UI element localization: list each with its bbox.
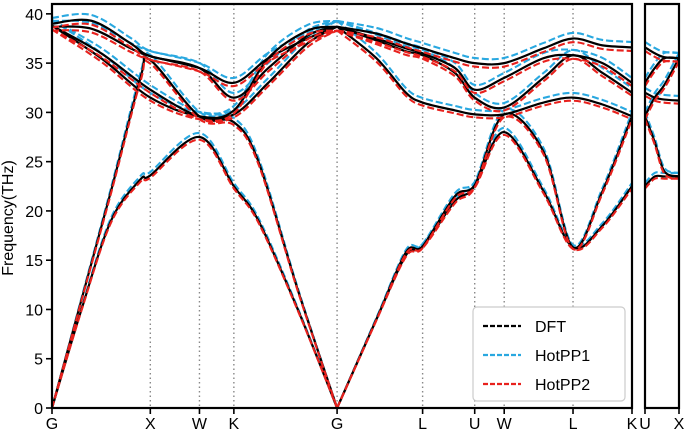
band-line-hotpp2 <box>51 28 338 123</box>
x-tick-label: W <box>192 416 208 432</box>
band-line-hotpp2 <box>50 59 339 409</box>
band-line-hotpp2 <box>336 29 633 69</box>
band-line-hotpp1 <box>644 171 679 184</box>
band-line-hotpp2 <box>644 61 680 120</box>
band-line-hotpp1 <box>336 20 633 113</box>
band-line-dft <box>644 174 679 188</box>
band-line-hotpp1 <box>51 19 338 116</box>
x-tick-label: X <box>145 416 156 432</box>
band-line-dft <box>644 57 680 117</box>
band-line-hotpp1 <box>644 52 680 113</box>
y-tick-label: 35 <box>25 56 43 73</box>
band-line-hotpp2 <box>644 50 680 63</box>
band-line-dft <box>51 18 338 99</box>
x-tick-label: U <box>639 416 651 432</box>
band-line-hotpp2 <box>336 29 633 113</box>
band-line-hotpp1 <box>336 19 633 105</box>
band-line-hotpp1 <box>336 19 633 61</box>
legend-label-dft: DFT <box>535 319 566 336</box>
x-tick-label: U <box>469 416 481 432</box>
band-line-hotpp1 <box>644 87 680 97</box>
band-line-hotpp2 <box>51 22 338 102</box>
band-line-hotpp2 <box>644 94 680 105</box>
axes-frame-right <box>643 2 681 410</box>
x-tick-label: K <box>229 416 240 432</box>
x-tick-label: W <box>497 416 513 432</box>
band-line-hotpp1 <box>51 19 338 80</box>
band-line-dft <box>644 56 680 84</box>
band-line-hotpp1 <box>644 51 680 79</box>
x-tick-label: L <box>418 416 427 432</box>
band-line-dft <box>51 24 338 120</box>
y-tick-label: 0 <box>34 401 43 418</box>
x-tick-label: G <box>331 416 343 432</box>
band-line-dft <box>644 91 680 102</box>
band-line-hotpp1 <box>51 12 338 95</box>
axes-frame-main <box>50 2 634 410</box>
band-line-dft <box>336 25 633 66</box>
y-tick-label: 40 <box>25 7 43 24</box>
x-tick-label: L <box>569 416 578 432</box>
band-line-hotpp2 <box>336 133 633 409</box>
y-tick-label: 5 <box>34 352 43 369</box>
band-line-dft <box>50 135 339 409</box>
frame-layer <box>50 2 681 410</box>
band-line-hotpp1 <box>50 50 339 409</box>
x-tick-label: X <box>674 416 685 432</box>
band-line-hotpp2 <box>644 59 680 87</box>
y-tick-label: 10 <box>25 302 43 319</box>
band-line-dft <box>50 56 339 409</box>
band-line-hotpp2 <box>336 115 633 409</box>
y-tick-label: 20 <box>25 204 43 221</box>
band-line-dft <box>51 24 338 121</box>
band-line-hotpp2 <box>51 28 338 122</box>
band-line-hotpp1 <box>644 41 680 54</box>
y-tick-label: 30 <box>25 105 43 122</box>
y-tick-label: 25 <box>25 155 43 172</box>
y-axis-label: Frequency(THz) <box>0 160 17 276</box>
band-line-dft <box>336 25 633 118</box>
band-lines-layer <box>50 12 680 409</box>
x-tick-label: K <box>627 416 638 432</box>
band-line-hotpp2 <box>50 138 339 409</box>
legend: DFT HotPP1 HotPP2 <box>472 306 626 402</box>
band-line-hotpp2 <box>336 29 633 121</box>
y-tick-label: 15 <box>25 253 43 270</box>
legend-box <box>472 306 626 402</box>
band-line-hotpp2 <box>336 29 633 95</box>
band-line-hotpp2 <box>644 176 679 190</box>
band-line-hotpp2 <box>644 118 680 180</box>
x-tick-label: G <box>46 416 58 432</box>
legend-label-hotpp2: HotPP2 <box>535 377 590 394</box>
band-line-hotpp1 <box>336 19 633 87</box>
band-line-hotpp2 <box>51 29 338 88</box>
legend-label-hotpp1: HotPP1 <box>535 348 590 365</box>
